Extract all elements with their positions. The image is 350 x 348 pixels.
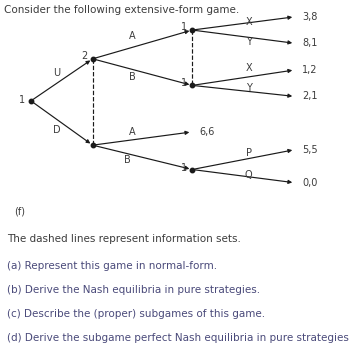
- Text: (d) Derive the subgame perfect Nash equilibria in pure strategies.: (d) Derive the subgame perfect Nash equi…: [7, 333, 350, 342]
- Text: 2: 2: [81, 50, 87, 61]
- Text: 6,6: 6,6: [199, 127, 215, 137]
- Text: A: A: [129, 127, 135, 137]
- Text: 1: 1: [181, 22, 187, 32]
- Text: P: P: [246, 148, 252, 158]
- Text: Consider the following extensive-form game.: Consider the following extensive-form ga…: [4, 5, 239, 15]
- Text: The dashed lines represent information sets.: The dashed lines represent information s…: [7, 235, 241, 244]
- Text: (b) Derive the Nash equilibria in pure strategies.: (b) Derive the Nash equilibria in pure s…: [7, 285, 260, 295]
- Text: U: U: [53, 68, 60, 78]
- Text: X: X: [245, 63, 252, 73]
- Text: 1,2: 1,2: [302, 65, 317, 75]
- Text: B: B: [124, 155, 130, 165]
- Text: 2,1: 2,1: [302, 92, 317, 102]
- Text: (a) Represent this game in normal-form.: (a) Represent this game in normal-form.: [7, 261, 217, 271]
- Text: Y: Y: [246, 37, 252, 47]
- Text: 0,0: 0,0: [302, 178, 317, 188]
- Text: D: D: [53, 125, 61, 135]
- Text: (c) Describe the (proper) subgames of this game.: (c) Describe the (proper) subgames of th…: [7, 309, 265, 319]
- Text: 1: 1: [19, 95, 26, 105]
- Text: Y: Y: [246, 82, 252, 93]
- Text: 3,8: 3,8: [302, 12, 317, 22]
- Text: Q: Q: [245, 170, 253, 180]
- Text: X: X: [245, 17, 252, 27]
- Text: B: B: [129, 72, 135, 81]
- Text: (f): (f): [14, 207, 25, 216]
- Text: 1: 1: [181, 78, 187, 88]
- Text: A: A: [129, 31, 135, 41]
- Text: 1: 1: [181, 163, 187, 173]
- Text: 8,1: 8,1: [302, 38, 317, 48]
- Text: 5,5: 5,5: [302, 144, 317, 155]
